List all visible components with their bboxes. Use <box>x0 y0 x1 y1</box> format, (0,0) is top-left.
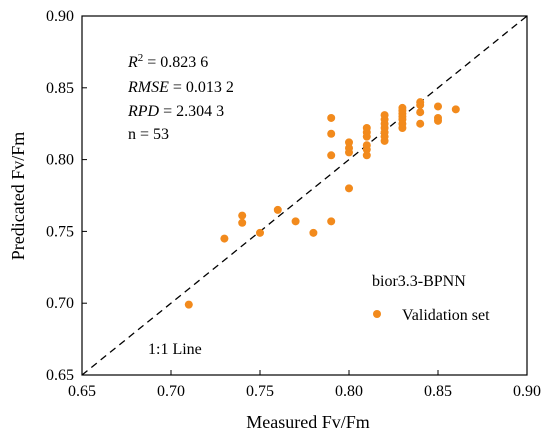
tick-layer: 0.65 0.70 0.75 0.80 0.85 0.90 0.65 0.70 0.75 0.80… <box>46 8 541 400</box>
data-point <box>291 217 300 226</box>
y-tick-label: 0.90 <box>46 8 74 25</box>
data-point <box>345 184 353 193</box>
data-point <box>184 300 193 309</box>
y-axis-label: Predicated Fv/Fm <box>8 132 28 261</box>
data-point <box>327 113 336 122</box>
y-tick-label: 0.80 <box>46 152 74 169</box>
rpd-symbol: RPD <box>127 103 160 120</box>
data-point <box>238 218 247 227</box>
data-point <box>451 105 460 114</box>
x-tick-label: 0.75 <box>246 383 274 400</box>
rmse-symbol: RMSE <box>127 79 169 96</box>
data-point <box>416 98 425 107</box>
data-point <box>345 144 353 153</box>
data-point <box>434 113 442 122</box>
sample-count: n = 53 <box>128 126 169 143</box>
x-tick-label: 0.90 <box>513 383 541 400</box>
x-tick-label: 0.65 <box>68 383 96 400</box>
data-point <box>362 141 371 150</box>
data-point <box>327 217 336 226</box>
y-tick-label: 0.70 <box>46 295 74 312</box>
rmse-value: = 0.013 2 <box>169 79 234 96</box>
legend-entry-validation-set: Validation set <box>402 307 490 324</box>
data-point <box>398 103 407 112</box>
data-point <box>273 205 282 214</box>
data-point <box>380 111 389 120</box>
x-tick-label: 0.80 <box>335 383 363 400</box>
data-point <box>327 151 336 160</box>
r-squared-exponent: 2 <box>138 52 144 64</box>
legend-marker <box>373 310 381 318</box>
rmse-stat: RMSE = 0.013 2 <box>127 79 234 96</box>
r-squared-symbol: R <box>127 54 138 71</box>
data-point <box>309 228 318 237</box>
data-point <box>362 124 371 133</box>
plot-area-frame <box>81 15 528 376</box>
y-tick-label: 0.85 <box>46 80 74 97</box>
rpd-value: = 2.304 3 <box>159 103 224 120</box>
data-point <box>345 138 353 147</box>
data-point <box>220 234 229 243</box>
r-squared-stat: R2 = 0.823 6 <box>127 52 208 71</box>
y-tick-label: 0.65 <box>46 367 74 384</box>
x-tick-label: 0.70 <box>157 383 185 400</box>
data-point <box>256 228 264 237</box>
model-label: bior3.3-BPNN <box>372 273 466 290</box>
data-point <box>362 151 371 160</box>
data-point <box>327 129 336 138</box>
data-point <box>416 108 425 117</box>
data-point <box>434 102 442 111</box>
reference-line-label: 1:1 Line <box>148 341 202 358</box>
x-axis-label: Measured Fv/Fm <box>246 412 370 432</box>
data-point <box>238 211 247 220</box>
y-tick-label: 0.75 <box>46 223 74 240</box>
data-point <box>416 119 425 128</box>
data-points <box>184 98 460 309</box>
rpd-stat: RPD = 2.304 3 <box>127 103 224 120</box>
r-squared-value: = 0.823 6 <box>143 54 208 71</box>
x-tick-label: 0.85 <box>424 383 452 400</box>
